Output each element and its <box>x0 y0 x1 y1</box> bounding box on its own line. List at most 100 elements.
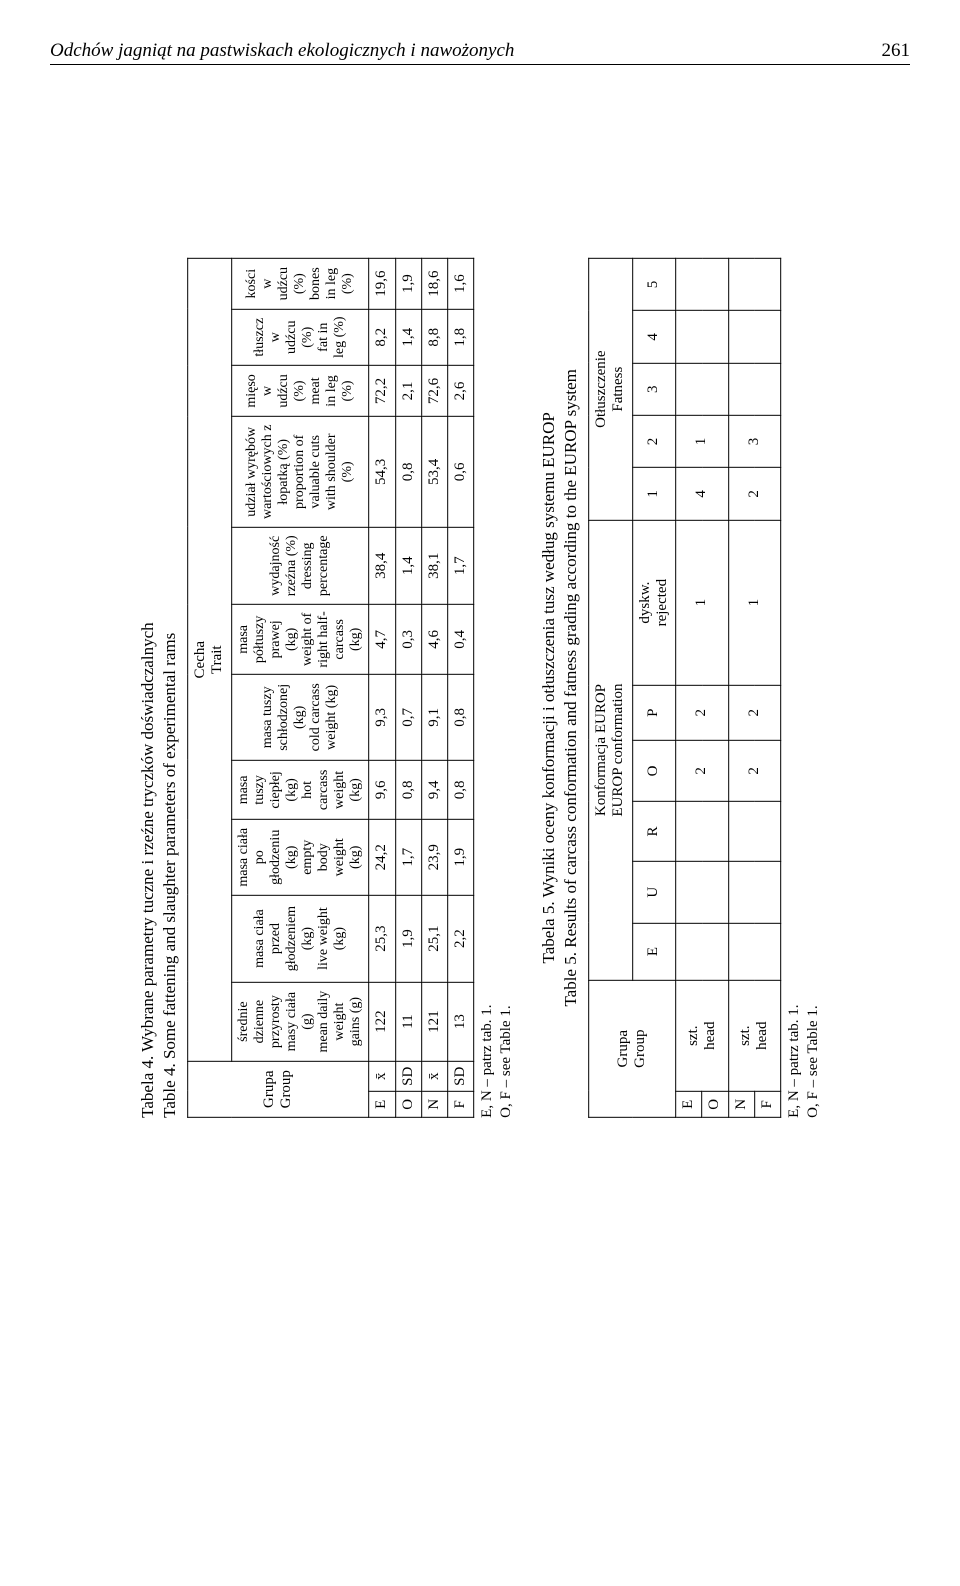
table5-conf-cell <box>676 861 729 923</box>
table4-cell: 72,6 <box>422 365 448 416</box>
table4-cell: 0,7 <box>395 674 421 760</box>
table5-conf-col: R <box>632 802 676 861</box>
table5-footnote: E, N – patrz tab. 1. O, F – see Table 1. <box>785 258 823 1118</box>
table5-conf-hdr-pl: Konformacja EUROP <box>593 684 609 816</box>
table4-foot-l2: O, F – see Table 1. <box>498 1005 514 1117</box>
table5-caption-en: Table 5. Results of carcass conformation… <box>560 258 582 1118</box>
table4-cell: 23,9 <box>422 820 448 896</box>
table5-conf-hdr-en: EUROP conformation <box>611 683 627 816</box>
table4-col-11: kości w udźcu (%)bones in leg (%) <box>231 258 369 309</box>
table5-row-group: O <box>702 1091 728 1117</box>
table5-conf-col: U <box>632 861 676 923</box>
table5-fat-cell: 4 <box>676 468 729 520</box>
table4-col-8: udział wyrębów wartościowych z łopatką (… <box>231 416 369 527</box>
table4-cell: 1,6 <box>448 258 474 309</box>
table5-conf-cell: 1 <box>728 520 781 685</box>
table5-fat-hdr-pl: Otłuszczenie <box>593 350 609 427</box>
table4-row-stat: x̄ <box>369 1061 395 1091</box>
table4-col-9: mięso w udźcu (%)meat in leg (%) <box>231 365 369 416</box>
table4-cell: 4,6 <box>422 604 448 674</box>
table5-foot-l2: O, F – see Table 1. <box>805 1005 821 1117</box>
table4: Grupa Group Cecha Trait średnie dzienne … <box>187 258 474 1118</box>
table4-row-stat: x̄ <box>422 1061 448 1091</box>
table4-cell: 1,9 <box>395 895 421 982</box>
table4-cell: 19,6 <box>369 258 395 309</box>
table4-cell: 72,2 <box>369 365 395 416</box>
table4-col-3: masa ciała po głodzeniu (kg)empty body w… <box>231 820 369 896</box>
table4-cell: 1,4 <box>395 309 421 365</box>
table5-conf-cell: 2 <box>676 740 729 802</box>
table5-conf-cell: 1 <box>676 520 729 685</box>
table5-group-hdr-pl: Grupa <box>615 1030 631 1068</box>
table5-fat-cell <box>728 258 781 310</box>
table5-fat-col: 5 <box>632 258 676 310</box>
table4-trait-hdr-en: Trait <box>210 645 226 674</box>
table5-conf-cell: 2 <box>676 685 729 740</box>
table5-row-group: F <box>755 1091 781 1117</box>
table5-row-group: E <box>676 1091 702 1117</box>
table5-conf-col: dyskw.rejected <box>632 520 676 685</box>
table4-cell: 8,8 <box>422 309 448 365</box>
table5-conf-col: O <box>632 740 676 802</box>
table4-col-7: wydajność rzeźna (%)dressing percentage <box>231 527 369 604</box>
table4-cell: 1,9 <box>448 820 474 896</box>
table5-conf-cell <box>728 861 781 923</box>
table5-conf-cell: 2 <box>728 740 781 802</box>
table5-conf-cell <box>728 923 781 980</box>
table5-unit-label: szt.head <box>728 980 781 1091</box>
table5-fat-cell <box>728 363 781 415</box>
table4-col-10: tłuszcz w udźcu (%)fat in leg (%) <box>231 309 369 365</box>
page-header: Odchów jagniąt na pastwiskach ekologiczn… <box>50 40 910 65</box>
table4-cell: 2,1 <box>395 365 421 416</box>
table4-group-hdr-en: Group <box>279 1070 295 1108</box>
table5-conf-cell <box>728 802 781 861</box>
table5-fat-cell: 2 <box>728 468 781 520</box>
table4-foot-l1: E, N – patrz tab. 1. <box>480 1005 496 1118</box>
table5-group-hdr-en: Group <box>632 1030 648 1068</box>
table4-caption-pl: Tabela 4. Wybrane parametry tuczne i rze… <box>138 622 157 1117</box>
table4-cell: 0,8 <box>395 760 421 819</box>
table4-cell: 9,1 <box>422 674 448 760</box>
table5-conf-col: P <box>632 685 676 740</box>
table4-trait-hdr-pl: Cecha <box>192 641 208 678</box>
table5-conf-cell <box>676 802 729 861</box>
table4-cell: 25,1 <box>422 895 448 982</box>
table5-fat-cell: 1 <box>676 415 729 467</box>
table4-caption-en: Table 4. Some fattening and slaughter pa… <box>159 258 181 1118</box>
table4-col-6: masa półtuszy prawej (kg)weight of right… <box>231 604 369 674</box>
table4-row-group: O <box>395 1091 421 1117</box>
table5-foot-l1: E, N – patrz tab. 1. <box>786 1005 802 1118</box>
table4-row-group: F <box>448 1091 474 1117</box>
table4-row-stat: SD <box>448 1061 474 1091</box>
table4-cell: 0,8 <box>395 416 421 527</box>
running-title: Odchów jagniąt na pastwiskach ekologiczn… <box>50 40 514 62</box>
table4-cell: 38,4 <box>369 527 395 604</box>
table4-cell: 38,1 <box>422 527 448 604</box>
table4-cell: 1,7 <box>448 527 474 604</box>
table5-fat-cell <box>728 311 781 363</box>
table5-fat-col: 2 <box>632 415 676 467</box>
table5: Grupa Group Konformacja EUROP EUROP conf… <box>588 258 781 1118</box>
table4-cell: 2,2 <box>448 895 474 982</box>
table4-cell: 1,9 <box>395 258 421 309</box>
table5-conf-col: E <box>632 923 676 980</box>
table4-cell: 13 <box>448 982 474 1061</box>
table5-fat-col: 1 <box>632 468 676 520</box>
table4-col-5: masa tuszy schłodzonej (kg)cold carcass … <box>231 674 369 760</box>
table4-cell: 4,7 <box>369 604 395 674</box>
table5-fat-col: 4 <box>632 311 676 363</box>
table5-fat-cell <box>676 363 729 415</box>
table4-cell: 0,6 <box>448 416 474 527</box>
table5-unit-label: szt.head <box>676 980 729 1091</box>
table4-cell: 0,8 <box>448 674 474 760</box>
table4-cell: 122 <box>369 982 395 1061</box>
table4-cell: 0,8 <box>448 760 474 819</box>
table4-cell: 18,6 <box>422 258 448 309</box>
table4-caption: Tabela 4. Wybrane parametry tuczne i rze… <box>137 258 181 1118</box>
table4-cell: 53,4 <box>422 416 448 527</box>
table4-row-group: N <box>422 1091 448 1117</box>
table4-cell: 0,3 <box>395 604 421 674</box>
table5-conf-cell <box>676 923 729 980</box>
table4-cell: 54,3 <box>369 416 395 527</box>
table4-cell: 24,2 <box>369 820 395 896</box>
